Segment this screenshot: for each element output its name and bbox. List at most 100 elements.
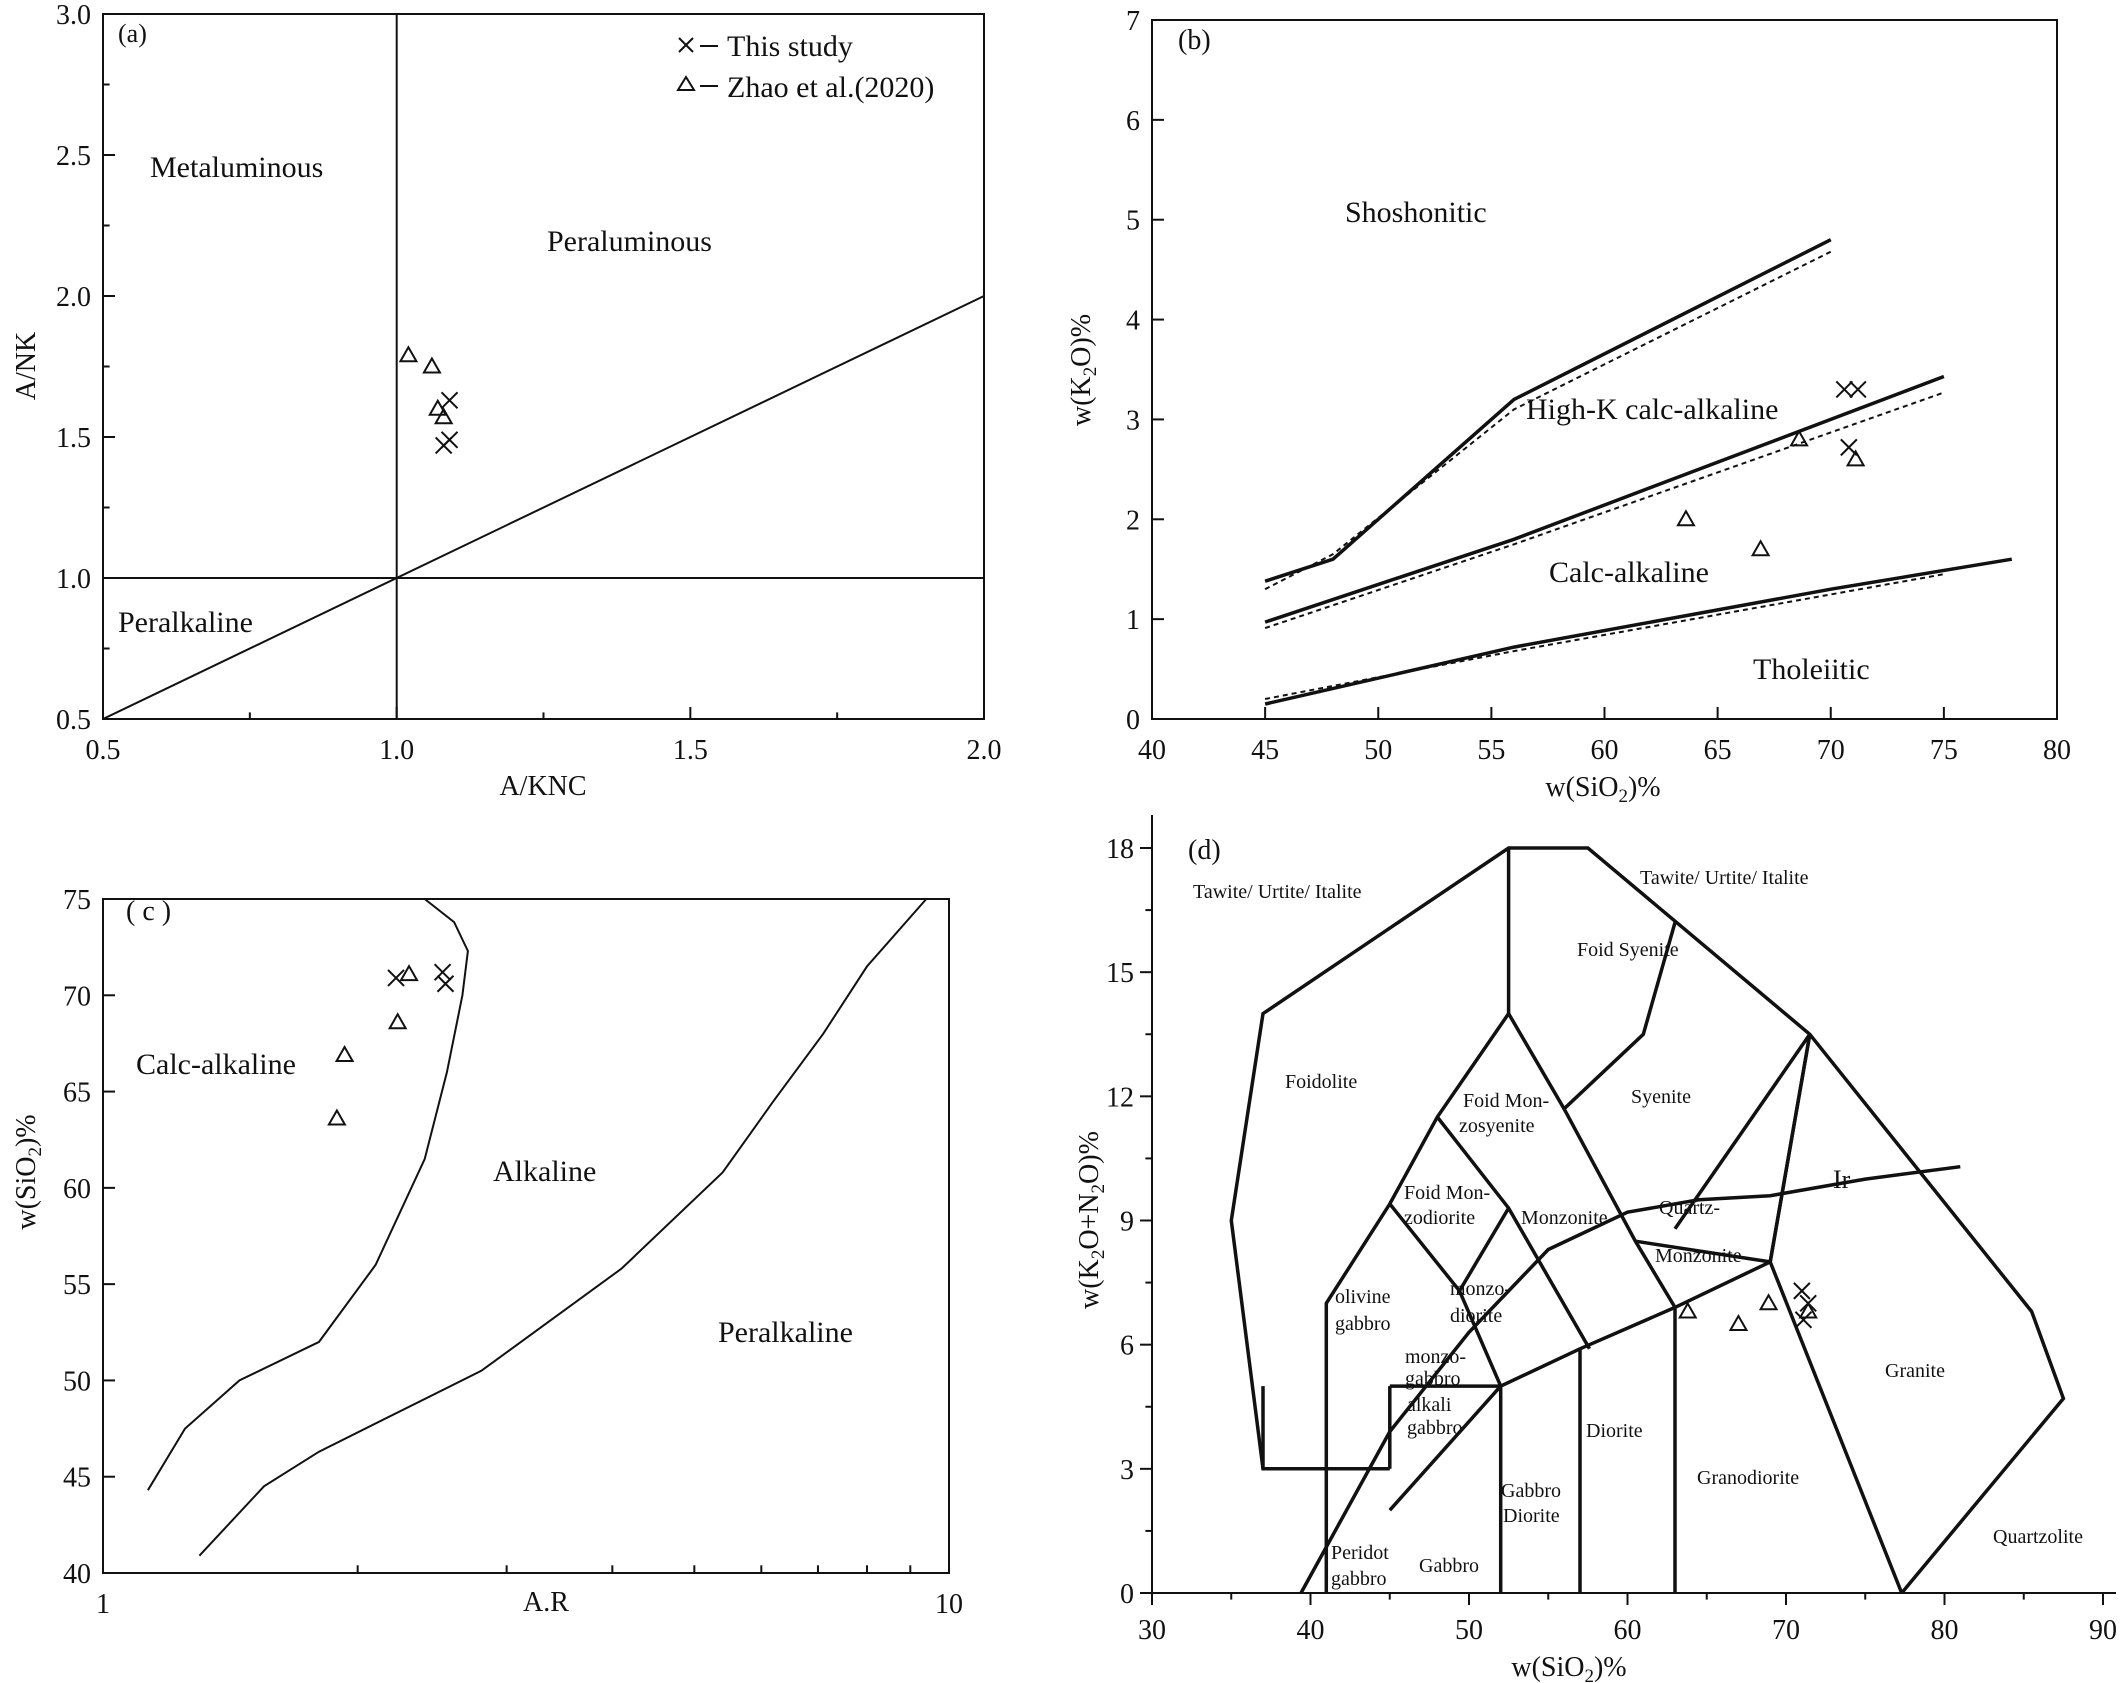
panel-d-x-tick-label: 80 bbox=[1931, 1615, 1959, 1646]
boundary-a-diagonal bbox=[102, 295, 985, 720]
region-peralkaline-c: Peralkaline bbox=[718, 1316, 853, 1349]
panel-c-triangle-point bbox=[399, 964, 419, 982]
panel-c-y-tick-label: 75 bbox=[63, 885, 91, 916]
panel-b-triangle-point bbox=[1789, 429, 1809, 447]
boundary-d-quartzmon-right bbox=[1768, 1034, 1812, 1263]
panel-b-xlabel: w(SiO2)% bbox=[1545, 772, 1660, 807]
field-olivine-gabbro-2: gabbro bbox=[1335, 1313, 1391, 1335]
field-granite: Granite bbox=[1885, 1360, 1945, 1382]
panel-a: 0.5 1.0 1.5 2.0 0.5 1.0 1.5 2.0 2.5 3.0 (a) This … bbox=[11, 0, 1002, 802]
panel-a-points bbox=[398, 345, 459, 455]
region-calc-alkaline-b: Calc-alkaline bbox=[1549, 556, 1709, 589]
panel-b-y-tick-label: 0 bbox=[1126, 705, 1140, 736]
boundary-b-shoshonitic-dashed bbox=[1264, 250, 1832, 591]
panel-c-y-tick-label: 60 bbox=[63, 1174, 91, 1205]
region-alkaline: Alkaline bbox=[493, 1155, 596, 1188]
panel-b-points bbox=[1676, 380, 1867, 557]
boundary-d-monzodiorite bbox=[1457, 1207, 1511, 1292]
field-tawite-left: Tawite/ Urtite/ Italite bbox=[1193, 881, 1362, 903]
boundary-d-foid-upper bbox=[1324, 922, 1677, 1593]
panel-c-y-tick-label: 50 bbox=[63, 1366, 91, 1397]
field-gabbro-diorite-1: Gabbro bbox=[1501, 1480, 1561, 1502]
boundary-d-granite-left bbox=[1768, 1261, 1904, 1594]
panel-a-tag: (a) bbox=[118, 19, 147, 48]
panel-d-axes: 30 40 50 60 70 80 90 0 3 6 9 12 15 18 bbox=[1106, 815, 2117, 1646]
panel-a-legend: This study Zhao et al.(2020) bbox=[676, 30, 934, 104]
boundary-d-syenite-diag bbox=[1673, 1033, 1812, 1230]
panel-a-triangle-point bbox=[398, 345, 419, 363]
field-gabbro-diorite-2: Diorite bbox=[1503, 1505, 1560, 1527]
legend-cross-marker bbox=[678, 37, 694, 53]
panel-d-cross-point bbox=[1793, 1282, 1811, 1300]
panel-b-x-tick-label: 60 bbox=[1591, 735, 1619, 766]
panel-a-y-tick-label: 2.0 bbox=[56, 282, 91, 313]
panel-a-cross-point bbox=[434, 436, 453, 455]
panel-b-y-tick-label: 1 bbox=[1126, 605, 1140, 636]
panel-b-x-tick-label: 75 bbox=[1930, 735, 1958, 766]
panel-d-y-tick-label: 9 bbox=[1120, 1207, 1134, 1238]
boundary-d-alkali-base bbox=[1388, 1384, 1503, 1512]
panel-b-triangle-point bbox=[1845, 449, 1866, 467]
panel-b-y-tick-label: 5 bbox=[1126, 206, 1140, 237]
panel-c-triangle-point bbox=[334, 1044, 355, 1062]
boundary-d-ir-line bbox=[1299, 1164, 1961, 1594]
panel-d-triangle-point bbox=[1678, 1301, 1698, 1319]
panel-c-x-tick-label: 10 bbox=[935, 1589, 963, 1620]
boundary-b-tholeiitic-dashed bbox=[1264, 573, 1945, 700]
panel-b-y-tick-label: 2 bbox=[1126, 505, 1140, 536]
panel-b-cross-point bbox=[1849, 380, 1867, 399]
panel-a-x-tick-label: 1.0 bbox=[379, 735, 414, 766]
field-quartz-monzonite-2: Monzonite bbox=[1655, 1245, 1742, 1267]
panel-b-y-tick-label: 3 bbox=[1126, 405, 1140, 436]
region-high-k: High-K calc-alkaline bbox=[1526, 393, 1778, 426]
field-alkali-gabbro-2: gabbro bbox=[1407, 1417, 1463, 1439]
panel-a-boundaries bbox=[102, 14, 985, 720]
panel-a-cross-point bbox=[440, 391, 459, 410]
panel-a-y-tick-label: 0.5 bbox=[56, 705, 91, 736]
panel-b-x-tick-label: 80 bbox=[2043, 735, 2071, 766]
field-foid-monzodiorite-1: Foid Mon- bbox=[1404, 1182, 1490, 1204]
field-quartz-monzonite-1: Quartz- bbox=[1659, 1197, 1720, 1219]
panel-d: 30 40 50 60 70 80 90 0 3 6 9 12 15 18 (d) Tawite/ Urt… bbox=[1074, 815, 2117, 1683]
boundary-c-alkaline bbox=[198, 898, 928, 1557]
legend-this-study: This study bbox=[727, 30, 853, 63]
panel-b-tag: (b) bbox=[1178, 25, 1211, 56]
panel-b-y-tick-label: 4 bbox=[1126, 306, 1140, 337]
panel-c-ylabel: w(SiO2)% bbox=[11, 1114, 46, 1229]
boundary-b-highk-dashed bbox=[1264, 391, 1945, 630]
panel-b-x-tick-label: 65 bbox=[1704, 735, 1732, 766]
panel-a-triangle-point bbox=[422, 356, 442, 374]
field-alkali-gabbro-1: alkali bbox=[1407, 1394, 1452, 1416]
panel-b-cross-point bbox=[1835, 380, 1854, 399]
field-monzogabbro-1: monzo- bbox=[1405, 1346, 1466, 1368]
panel-d-y-tick-label: 0 bbox=[1120, 1579, 1134, 1610]
field-foid-monzodiorite-2: zodiorite bbox=[1404, 1207, 1475, 1229]
panel-d-x-tick-label: 90 bbox=[2089, 1615, 2117, 1646]
region-calc-alkaline-c: Calc-alkaline bbox=[136, 1048, 296, 1081]
panel-c-frame bbox=[102, 898, 950, 1574]
panel-a-ticks: 0.5 1.0 1.5 2.0 0.5 1.0 1.5 2.0 2.5 3.0 bbox=[56, 0, 1002, 766]
region-tholeiitic: Tholeiitic bbox=[1753, 653, 1870, 686]
panel-a-x-tick-label: 2.0 bbox=[967, 735, 1002, 766]
panel-c-xlabel: A.R bbox=[523, 1587, 569, 1618]
panel-c-ticks: 1 10 40 45 50 55 60 65 70 75 bbox=[63, 885, 963, 1620]
panel-d-y-tick-label: 3 bbox=[1120, 1455, 1134, 1486]
panel-a-y-tick-label: 1.0 bbox=[56, 564, 91, 595]
boundary-d-outer-envelope bbox=[1229, 846, 2066, 1595]
panel-d-boundaries bbox=[1229, 846, 2066, 1595]
panel-d-x-tick-label: 30 bbox=[1138, 1615, 1166, 1646]
panel-b-x-tick-label: 70 bbox=[1817, 735, 1845, 766]
panel-c-y-tick-label: 55 bbox=[63, 1270, 91, 1301]
field-diorite: Diorite bbox=[1586, 1420, 1643, 1442]
panel-b-x-tick-label: 40 bbox=[1138, 735, 1166, 766]
panel-d-triangle-point bbox=[1728, 1313, 1749, 1331]
panel-d-tag: (d) bbox=[1188, 835, 1221, 866]
panel-a-y-tick-label: 3.0 bbox=[56, 0, 91, 31]
panel-a-xlabel: A/KNC bbox=[499, 771, 586, 802]
panel-c-points bbox=[327, 963, 455, 1126]
panel-d-x-tick-label: 70 bbox=[1772, 1615, 1800, 1646]
field-tawite-right: Tawite/ Urtite/ Italite bbox=[1640, 867, 1809, 889]
field-foid-monzosyenite-1: Foid Mon- bbox=[1463, 1090, 1549, 1112]
panel-b-x-tick-label: 50 bbox=[1364, 735, 1392, 766]
